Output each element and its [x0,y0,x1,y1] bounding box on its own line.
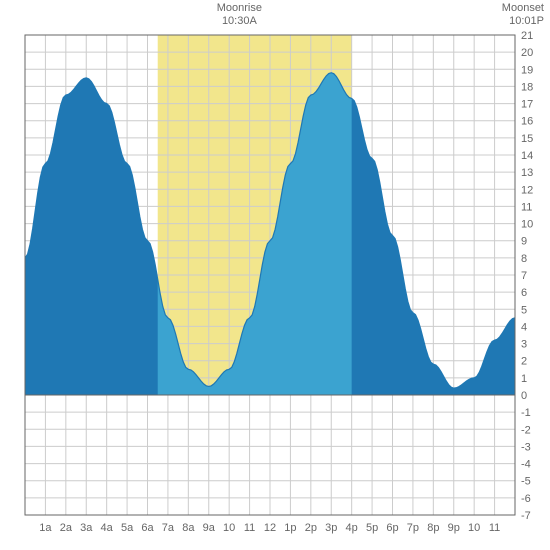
y-tick: 5 [521,304,527,316]
y-tick: 0 [521,390,527,402]
y-tick: 16 [521,116,533,128]
y-tick: 20 [521,47,533,59]
x-tick: 8p [427,522,439,534]
x-tick: 2a [60,522,73,534]
y-tick: 18 [521,81,533,93]
y-tick: -6 [521,493,531,505]
y-tick: 21 [521,30,533,42]
y-tick: 12 [521,184,533,196]
x-tick: 4p [346,522,358,534]
x-tick: 7p [407,522,419,534]
y-tick: 6 [521,287,527,299]
y-tick: 4 [521,321,527,333]
x-tick: 11 [244,522,255,534]
y-tick: 11 [521,201,532,213]
tide-chart: Moonrise 10:30A Moonset 10:01P -7-6-5-4-… [0,0,550,550]
y-tick: 10 [521,219,533,231]
y-tick: -2 [521,424,531,436]
moonset-label: Moonset 10:01P [502,2,544,28]
x-tick: 5p [366,522,378,534]
y-tick: 15 [521,133,533,145]
x-tick: 6p [386,522,398,534]
x-tick: 8a [182,522,195,534]
x-tick: 9p [448,522,460,534]
y-tick: 7 [521,270,527,282]
y-tick: -3 [521,441,531,453]
y-tick: -4 [521,459,531,471]
x-tick: 9a [203,522,216,534]
y-tick: 2 [521,356,527,368]
x-tick: 5a [121,522,134,534]
x-tick: 11 [489,522,500,534]
x-tick: 3a [80,522,93,534]
moonrise-label: Moonrise 10:30A [211,2,267,28]
moonrise-time: 10:30A [211,15,267,28]
x-tick: 12 [264,522,276,534]
y-tick: 9 [521,236,527,248]
y-tick: 8 [521,253,527,265]
x-tick: 10 [223,522,235,534]
x-tick: 4a [101,522,114,534]
x-tick: 1p [284,522,296,534]
y-tick: 3 [521,339,527,351]
y-tick: -7 [521,510,531,522]
x-tick: 1a [39,522,52,534]
x-tick: 7a [162,522,175,534]
y-tick: -1 [521,407,531,419]
x-tick: 6a [141,522,154,534]
y-tick: 19 [521,64,533,76]
y-tick: 17 [521,99,533,111]
x-tick: 10 [468,522,480,534]
moonrise-title: Moonrise [211,2,267,15]
moonset-time: 10:01P [502,15,544,28]
x-tick: 3p [325,522,337,534]
y-tick: 14 [521,150,533,162]
moonset-title: Moonset [502,2,544,15]
y-tick: 13 [521,167,533,179]
chart-svg: -7-6-5-4-3-2-101234567891011121314151617… [0,0,550,550]
x-tick: 2p [305,522,317,534]
y-tick: -5 [521,476,531,488]
y-tick: 1 [521,373,527,385]
